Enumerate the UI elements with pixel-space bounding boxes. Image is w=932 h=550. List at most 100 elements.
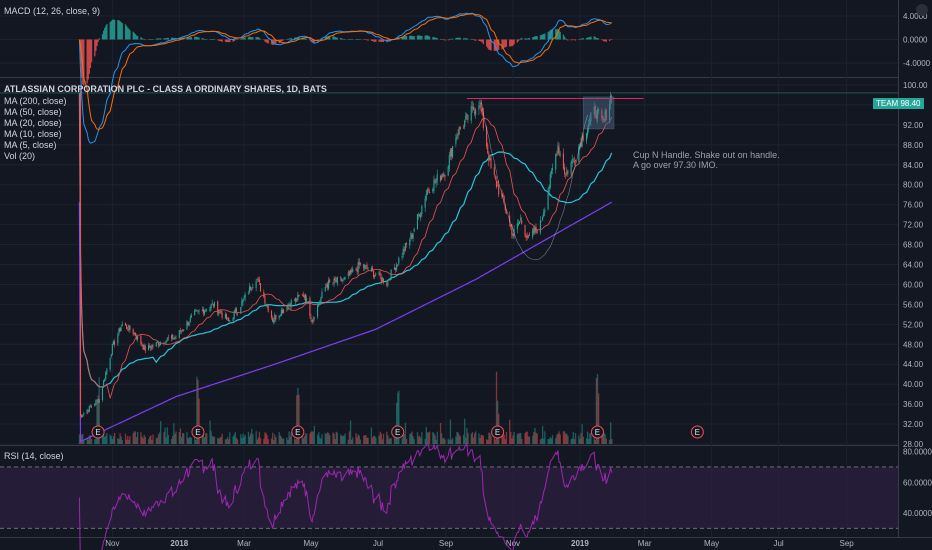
macd-histogram-bar [417,35,420,40]
macd-histogram-bar [601,39,603,40]
macd-histogram-bar [88,39,90,74]
candle-body [341,278,343,282]
candle-body [283,309,285,314]
volume-bar [213,436,216,444]
macd-histogram-bar [195,36,197,40]
candle-body [297,294,299,300]
volume-bar [302,438,305,444]
volume-bar [504,439,506,444]
candle-body [265,304,267,305]
candle-body [382,278,384,283]
candle-body [447,166,449,176]
macd-histogram-bar [410,35,412,40]
volume-bar [166,427,168,444]
candle-body [444,174,446,177]
macd-histogram-bar [470,38,472,40]
macd-histogram-bar [550,29,553,40]
candle-body [418,214,420,216]
rsi-legend[interactable]: RSI (14, close) [4,451,64,461]
macd-histogram-bar [496,39,499,51]
candle-body [582,135,584,141]
macd-histogram-bar [126,25,128,40]
volume-bar [206,433,208,444]
volume-bar [128,439,130,444]
price-title[interactable]: ATLASSIAN CORPORATION PLC - CLASS A ORDI… [4,84,327,94]
macd-histogram-bar [342,38,344,40]
candle-body [504,204,506,211]
candle-body [464,121,466,128]
volume-bar [163,432,165,444]
settings-icon[interactable] [916,4,928,16]
volume-bar [94,439,96,444]
candle-body [129,325,131,330]
volume-bar [280,436,283,444]
study-ma200[interactable]: MA (200, close) [4,96,67,106]
macd-histogram-bar [544,33,546,40]
macd-histogram-bar [187,37,189,40]
candle-body [94,404,96,407]
volume-bar [243,436,245,444]
macd-histogram-bar [555,28,557,40]
study-ma50[interactable]: MA (50, close) [4,107,62,117]
macd-histogram-bar [527,38,530,40]
candle-body [232,318,234,322]
volume-bar [505,431,508,444]
macd-histogram-bar [325,36,328,40]
volume-bar [566,433,568,444]
volume-bar [304,433,307,444]
candle-body [358,261,360,266]
volume-bar [225,439,228,444]
volume-bar [611,438,613,444]
candle-body [509,215,511,223]
volume-bar [293,438,296,444]
volume-bar [570,439,572,444]
study-ma10[interactable]: MA (10, close) [4,129,62,139]
x-tick-label: Mar [237,539,251,548]
macd-histogram-bar [87,39,89,80]
candle-body [403,249,405,252]
study-ma5[interactable]: MA (5, close) [4,140,57,150]
macd-histogram-bar [363,39,365,40]
candle-body [212,304,214,307]
candle-body [202,309,204,314]
volume-bar [520,433,522,444]
candle-body [467,115,469,120]
candle-body [255,281,257,288]
candle-body [356,269,358,272]
candle-body [270,310,273,318]
volume-bar [224,439,227,444]
volume-bar [212,436,215,444]
candle-body [367,269,369,271]
macd-histogram-bar [304,38,307,40]
macd-histogram-bar [165,38,167,40]
volume-bar [516,434,519,444]
candle-body [489,158,491,161]
price-tick-label: 100.00 [903,81,928,90]
candle-body [174,337,176,339]
candle-body [228,317,230,322]
volume-bar [582,436,584,444]
volume-bar [195,439,197,444]
study-ma20[interactable]: MA (20, close) [4,118,62,128]
candle-body [104,379,106,382]
macd-histogram-bar [467,39,469,40]
volume-bar [567,435,569,444]
macd-histogram-bar [118,20,120,40]
macd-histogram-bar [590,36,592,40]
annotation-note[interactable]: Cup N Handle. Shake out on handle. A go … [633,150,780,170]
study-volume[interactable]: Vol (20) [4,151,36,161]
volume-bar [149,436,151,444]
macd-histogram-bar [173,37,175,40]
volume-bar [550,438,553,444]
candle-body [558,147,560,154]
candle-body [109,357,111,370]
volume-bar [375,437,377,444]
candle-body [465,116,467,120]
macd-histogram-bar [164,38,166,40]
candle-body [365,265,367,267]
volume-bar [396,402,398,444]
rsi-band [0,466,898,529]
macd-legend[interactable]: MACD (12, 26, close, 9) [4,6,101,16]
volume-bar [535,432,537,444]
